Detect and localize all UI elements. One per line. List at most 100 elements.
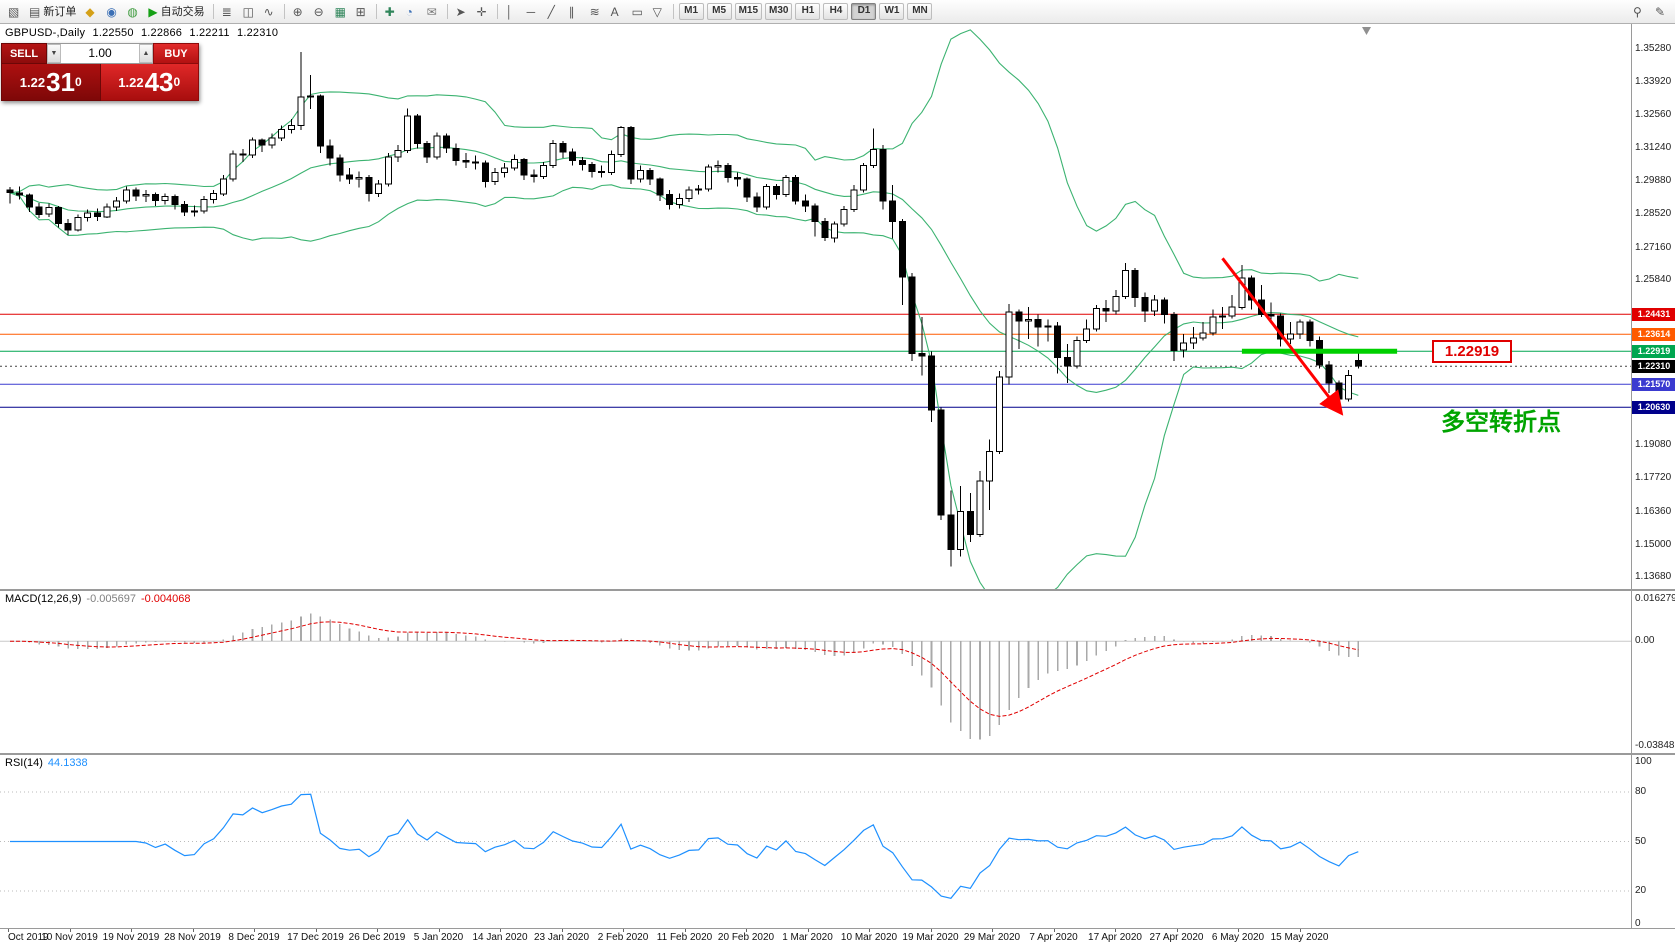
date-label: 17 Dec 2019: [287, 932, 344, 943]
timeframe-h4[interactable]: H4: [823, 3, 849, 20]
quick-edit-icon[interactable]: ✎: [1655, 5, 1666, 19]
line-chart-icon: ∿: [263, 4, 274, 19]
rsi-level-lines: [0, 791, 1631, 892]
crosshair-icon[interactable]: ✛: [473, 2, 493, 22]
toolbar-separator: [496, 4, 498, 19]
cursor-icon[interactable]: ➤: [452, 2, 472, 22]
date-tick: [807, 929, 809, 932]
ask-price-display[interactable]: 1.22 43 0: [100, 64, 199, 101]
timeframe-m1[interactable]: M1: [678, 3, 704, 20]
zoom-out-icon[interactable]: ⊖: [310, 2, 330, 22]
trend-arrow[interactable]: [1221, 257, 1344, 416]
rsi-scale-level: 0: [1635, 918, 1641, 929]
timeframe-m15[interactable]: M15: [734, 3, 763, 20]
toolbar-right-group: ⚲ ✎: [1629, 2, 1671, 22]
macd-signal-value: -0.004068: [140, 593, 191, 605]
new-chart-icon[interactable]: ▧: [4, 2, 24, 22]
metaeditor-icon[interactable]: ◆: [81, 2, 101, 22]
line-chart-icon[interactable]: ∿: [260, 2, 280, 22]
macd-canvas[interactable]: [0, 591, 1631, 753]
text-label-icon[interactable]: ▭: [628, 2, 648, 22]
price-tick: 1.16360: [1635, 506, 1672, 517]
search-icon[interactable]: ⚲: [1633, 5, 1642, 19]
date-tick: [500, 929, 501, 932]
volume-down-icon[interactable]: ▼: [47, 44, 61, 63]
fibonacci-icon: ≋: [589, 4, 600, 19]
volume-up-icon[interactable]: ▲: [139, 44, 153, 63]
date-tick: [69, 929, 71, 932]
rsi-indicator-pane[interactable]: RSI(14) 44.1338: [0, 755, 1631, 928]
candlesticks[interactable]: [6, 52, 1362, 567]
price-tick: 1.31240: [1635, 142, 1672, 153]
macd-indicator-pane[interactable]: MACD(12,26,9) -0.005697 -0.004068: [0, 591, 1631, 753]
macd-scale-zero: 0.00: [1635, 635, 1655, 646]
symbol-period-label: GBPUSD-,Daily: [5, 27, 86, 39]
auto-arrange-icon[interactable]: ⊞: [352, 2, 372, 22]
volume-value[interactable]: 1.00: [88, 46, 112, 60]
date-tick: [192, 929, 194, 932]
market-watch-icon: ◉: [106, 4, 117, 19]
zoom-in-icon[interactable]: ⊕: [289, 2, 309, 22]
macd-scale-max: 0.016279: [1635, 593, 1675, 604]
sell-button[interactable]: SELL: [1, 43, 47, 64]
rsi-canvas[interactable]: [0, 755, 1631, 928]
chart-window[interactable]: GBPUSD-,Daily 1.22550 1.22866 1.22211 1.…: [0, 24, 1675, 944]
arrows-icon[interactable]: ▽: [649, 2, 669, 22]
support-price-label[interactable]: 1.22919: [1432, 340, 1512, 363]
price-chart-pane[interactable]: GBPUSD-,Daily 1.22550 1.22866 1.22211 1.…: [0, 24, 1631, 589]
open-value: 1.22550: [92, 27, 134, 39]
timeframe-h1[interactable]: H1: [795, 3, 821, 20]
metaeditor-icon: ◆: [85, 4, 95, 19]
date-tick: [377, 929, 378, 932]
rsi-scale-level: 100: [1635, 756, 1652, 767]
date-tick: [438, 929, 440, 932]
vertical-line-icon[interactable]: │: [502, 2, 522, 22]
date-tick: [623, 929, 624, 932]
buy-button[interactable]: BUY: [153, 43, 199, 64]
fibonacci-icon[interactable]: ≋: [586, 2, 606, 22]
timeframe-mn[interactable]: MN: [907, 3, 933, 20]
tile-windows-icon[interactable]: ▦: [331, 2, 351, 22]
turning-point-note[interactable]: 多空转折点: [1441, 409, 1561, 436]
timeframe-m30[interactable]: M30: [765, 3, 793, 20]
text-icon[interactable]: A: [607, 2, 627, 22]
horizontal-line-icon[interactable]: ─: [523, 2, 543, 22]
price-chart-canvas[interactable]: [0, 24, 1631, 589]
bid-point: 0: [75, 75, 82, 89]
timeframe-w1[interactable]: W1: [879, 3, 905, 20]
indicators-icon[interactable]: ✚: [381, 2, 401, 22]
macd-signal-line: [10, 621, 1359, 717]
rsi-label: RSI(14) 44.1338: [5, 757, 88, 769]
templates-icon: ✉: [426, 4, 437, 19]
new-order-button[interactable]: ▤ 新订单: [25, 2, 80, 22]
candlestick-chart-icon[interactable]: ◫: [239, 2, 259, 22]
volume-stepper[interactable]: ▼ 1.00 ▲: [47, 43, 153, 64]
equidistant-channel-icon[interactable]: ∥: [565, 2, 585, 22]
date-label: 17 Apr 2020: [1088, 932, 1142, 943]
timeframe-d1[interactable]: D1: [851, 3, 877, 20]
pane-divider[interactable]: [0, 753, 1675, 755]
ask-head: 1.22: [118, 74, 144, 90]
toolbar-separator: [446, 4, 448, 19]
date-label: 20 Feb 2020: [717, 932, 775, 943]
market-watch-icon[interactable]: ◉: [102, 2, 122, 22]
date-label: 1 Mar 2020: [782, 932, 833, 943]
price-tick: 1.25840: [1635, 274, 1672, 285]
navigator-icon[interactable]: ◍: [123, 2, 143, 22]
bar-chart-icon[interactable]: ≣: [218, 2, 238, 22]
price-tick: 1.29880: [1635, 175, 1672, 186]
price-scale[interactable]: 1.35280 1.33920 1.32560 1.31240 1.29880 1.285…: [1631, 24, 1675, 929]
date-label: 15 May 2020: [1270, 932, 1329, 943]
periods-icon[interactable]: ◔: [402, 2, 422, 22]
autotrading-button[interactable]: ▶ 自动交易: [144, 2, 208, 22]
horizontal-level-lines[interactable]: [0, 313, 1631, 408]
price-tick: 1.35280: [1635, 43, 1672, 54]
macd-scale-min: -0.038485: [1635, 740, 1675, 751]
time-scale[interactable]: Oct 2019 10 Nov 2019 19 Nov 2019 28 Nov 201…: [0, 928, 1675, 944]
price-tag: 1.22310: [1632, 360, 1675, 373]
trendline-icon[interactable]: ╱: [544, 2, 564, 22]
templates-icon[interactable]: ✉: [423, 2, 443, 22]
bid-price-display[interactable]: 1.22 31 0: [1, 64, 101, 101]
pane-divider[interactable]: [0, 589, 1675, 591]
timeframe-m5[interactable]: M5: [706, 3, 732, 20]
